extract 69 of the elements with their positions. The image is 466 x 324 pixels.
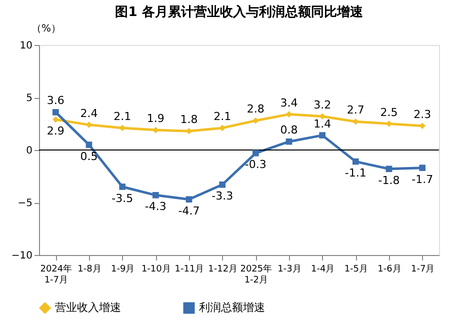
y-tick-label: 10: [20, 40, 32, 52]
legend-label: 营业收入增速: [55, 301, 121, 314]
data-label: 3.4: [280, 96, 298, 110]
point: [152, 126, 159, 134]
x-tick-label: 1-7月: [410, 264, 435, 274]
data-label: -1.8: [378, 174, 400, 187]
data-label: 1.9: [146, 112, 164, 126]
data-label: 2.7: [346, 104, 364, 117]
point: [286, 111, 292, 118]
x-tick-label: 1-10月: [141, 264, 171, 274]
data-label: 3.2: [314, 98, 332, 112]
x-tick-label: 1-3月: [278, 264, 302, 274]
point: [319, 132, 326, 138]
point: [219, 124, 226, 132]
data-label: 3.6: [46, 94, 64, 108]
data-label: 2.8: [246, 102, 264, 116]
point: [352, 158, 359, 165]
point: [219, 181, 226, 188]
x-tick-label: 1-12月: [208, 264, 238, 274]
legend-label: 利润总额增速: [199, 301, 265, 314]
x-tick-label: 2024年 1-7月: [40, 264, 72, 286]
data-label: -4.7: [178, 204, 200, 218]
y-tick-label: 0: [26, 146, 32, 156]
x-tick-label: 1-9月: [110, 264, 135, 274]
point: [119, 184, 126, 190]
y-tick-label: 5: [26, 93, 32, 104]
data-label: -4.3: [144, 200, 166, 214]
y-tick-label: −10: [11, 250, 32, 262]
point: [386, 120, 392, 127]
point: [386, 166, 392, 172]
point: [152, 192, 159, 198]
y-tick-label: −5: [18, 198, 32, 209]
x-tick-label: 2025年 1-2月: [240, 264, 272, 286]
data-label: -0.3: [244, 158, 266, 172]
point: [286, 138, 292, 145]
point: [419, 122, 426, 130]
data-label: 0.8: [280, 124, 298, 137]
point: [352, 118, 359, 125]
data-label: 2.1: [214, 110, 232, 123]
data-label: 2.3: [414, 108, 432, 121]
data-label: 2.5: [380, 106, 398, 119]
point: [319, 113, 326, 120]
x-tick-label: 1-8月: [78, 264, 102, 274]
data-label: 1.4: [314, 117, 332, 130]
point: [419, 164, 426, 172]
data-label: 2.4: [80, 106, 98, 120]
data-label: -3.3: [212, 190, 234, 203]
data-label: -1.7: [412, 172, 434, 186]
chart-title: 图1 各月累计营业收入与利润总额同比增速: [115, 4, 364, 20]
point: [52, 116, 59, 123]
point: [86, 122, 92, 128]
y-axis-title: （%）: [32, 24, 62, 34]
point: [86, 142, 92, 148]
point: [119, 124, 126, 132]
x-tick-label: 1-6月: [378, 264, 402, 274]
data-label: 1.8: [180, 113, 198, 126]
data-label: 0.5: [80, 150, 98, 163]
x-tick-label: 1-4月: [310, 264, 335, 274]
data-label: -1.1: [344, 166, 366, 180]
x-tick-label: 1-11月: [174, 264, 204, 274]
point: [186, 196, 192, 203]
point: [252, 117, 259, 124]
data-label: 2.9: [46, 124, 64, 138]
x-tick-label: 1-5月: [344, 264, 368, 274]
point: [252, 150, 259, 156]
point: [186, 128, 192, 134]
data-label: 2.1: [114, 110, 132, 123]
data-label: -3.5: [112, 192, 134, 205]
point: [52, 109, 59, 116]
